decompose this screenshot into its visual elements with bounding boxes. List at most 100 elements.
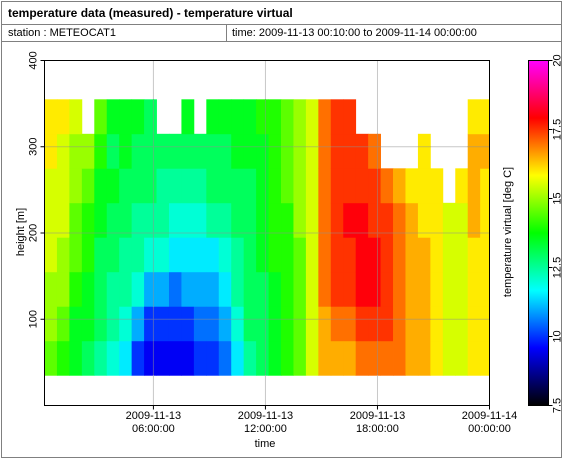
heat-cell [156,202,170,238]
heat-cell [318,306,332,342]
colorbar-tick-label: 12.5 [552,257,564,278]
heat-cell [206,202,220,238]
heat-cell [193,271,207,307]
heat-cell [380,340,394,376]
heat-cell [442,237,456,273]
heat-cell [56,202,70,238]
heat-cell [442,306,456,342]
heat-cell [243,237,257,273]
colorbar-tick-label: 10 [552,330,564,342]
heat-cell [405,168,419,204]
heat-cell [480,237,490,273]
heat-cell [480,271,490,307]
heat-cell [144,99,157,135]
colorbar-tick-label: 15 [552,192,564,204]
heat-cell [206,340,220,376]
y-tick-label: 100 [28,310,40,328]
heat-cell [81,271,95,307]
heat-cell [405,202,419,238]
heat-cell [417,340,431,376]
heat-cell [417,133,431,169]
heat-cell [256,237,269,273]
heat-cell [268,271,282,307]
heat-cell [218,306,232,342]
heat-cell [305,202,319,238]
heat-cell [206,99,220,135]
heat-cell [318,271,332,307]
x-tick-label: 2009-11-13 12:00:00 [237,410,294,435]
heat-cell [119,271,133,307]
heat-cell [293,271,307,307]
heat-cell [355,237,369,273]
heat-cell [94,99,108,135]
heat-cell [268,340,282,376]
heat-cell [243,340,257,376]
heat-cell [106,133,120,169]
heat-cell [281,99,294,135]
heat-cell [206,168,220,204]
heat-cell [94,340,108,376]
heat-cell [168,237,182,273]
heat-cell [305,168,319,204]
y-axis-label: height [m] [15,208,27,256]
heat-cell [467,340,481,376]
heat-cell [144,133,157,169]
colorbar-tick-label: 7.5 [552,398,564,413]
heat-cell [368,133,381,169]
heat-cell [193,202,207,238]
heat-cell [106,340,120,376]
heat-cell [330,99,344,135]
heat-cell [131,271,145,307]
x-axis-label: time [255,438,276,450]
heat-cell [430,340,444,376]
heat-cell [305,340,319,376]
heat-cell [44,99,58,135]
heat-cell [131,340,145,376]
heat-cell [256,202,269,238]
heat-cell [256,306,269,342]
heat-cell [231,340,245,376]
heat-cell [231,306,245,342]
heat-cell [305,133,319,169]
heat-cell [343,237,357,273]
heat-cell [417,202,431,238]
heat-cell [293,202,307,238]
heat-cell [430,237,444,273]
colorbar-label: temperature virtual [deg C] [502,167,514,297]
heat-cell [393,202,406,238]
heat-cell [243,306,257,342]
heat-cell [480,99,490,135]
heat-cell [156,306,170,342]
heat-cell [44,133,58,169]
heat-cell [293,306,307,342]
heat-cell [69,202,83,238]
heat-cell [343,340,357,376]
heat-cell [343,271,357,307]
heat-cell [430,168,444,204]
heat-cell [56,340,70,376]
heat-cell [281,133,294,169]
heat-cell [467,168,481,204]
heat-cell [467,271,481,307]
heat-cell [144,340,157,376]
heat-cell [393,340,406,376]
heat-cell [218,202,232,238]
heat-cell [368,237,381,273]
heat-cell [44,202,58,238]
heat-cell [318,340,332,376]
heat-cell [467,237,481,273]
heat-cell [231,133,245,169]
x-tick-label: 2009-11-14 00:00:00 [461,410,518,435]
heat-cell [44,168,58,204]
heat-cell [442,271,456,307]
heat-cell [106,168,120,204]
heat-cell [455,271,469,307]
heat-cell [305,306,319,342]
heat-cell [231,237,245,273]
heat-cell [231,202,245,238]
heat-cell [455,202,469,238]
heat-cell [355,340,369,376]
heat-cell [144,237,157,273]
heat-cell [343,99,357,135]
